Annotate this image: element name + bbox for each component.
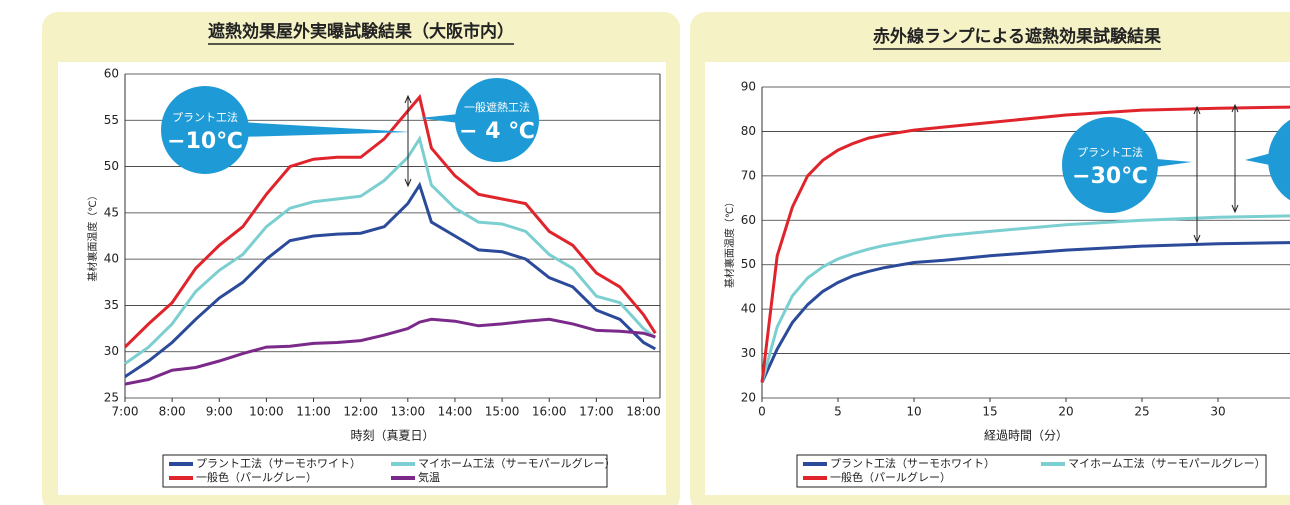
arrow-head xyxy=(404,94,412,104)
callout-value: −30℃ xyxy=(1072,164,1148,189)
callout-bubble xyxy=(1062,117,1158,213)
legend-label: 気温 xyxy=(418,470,440,484)
x-tick-label: 15 xyxy=(982,405,997,419)
x-tick-label: 12:00 xyxy=(343,405,378,419)
x-tick-label: 18:00 xyxy=(626,405,661,419)
x-axis-label: 時刻（真夏日） xyxy=(350,429,434,443)
x-tick-label: 9:00 xyxy=(206,405,233,419)
legend-box xyxy=(796,454,1267,488)
y-tick-label: 30 xyxy=(741,346,756,360)
y-tick-label: 30 xyxy=(104,344,119,358)
callout-label: プラント工法 xyxy=(172,110,238,124)
series-line xyxy=(760,105,1290,383)
y-tick-label: 80 xyxy=(741,124,756,138)
y-tick-label: 90 xyxy=(741,80,756,94)
x-tick-label: 5 xyxy=(834,405,842,419)
callout-pointer xyxy=(1245,152,1275,166)
x-tick-label: 11:00 xyxy=(296,405,331,419)
y-tick-label: 60 xyxy=(741,213,756,227)
plot-panel xyxy=(58,62,666,495)
arrow-head xyxy=(1231,204,1239,214)
legend-label: プラント工法（サーモホワイト） xyxy=(196,456,361,470)
y-tick-label: 45 xyxy=(104,205,119,219)
x-tick-label: 8:00 xyxy=(159,405,186,419)
callout-bubble xyxy=(1268,119,1290,201)
legend-label: 一般色（パールグレー） xyxy=(196,470,317,484)
legend-label: マイホーム工法（サーモパールグレー） xyxy=(418,456,616,470)
y-tick-label: 60 xyxy=(104,67,119,81)
x-tick-label: 14:00 xyxy=(438,405,473,419)
series-line xyxy=(760,241,1290,384)
y-tick-label: 50 xyxy=(741,257,756,271)
y-axis-label: 基材裏面温度（℃） xyxy=(723,197,736,288)
callout-label: プラント工法 xyxy=(1077,145,1143,159)
arrow-head xyxy=(1193,234,1201,244)
y-tick-label: 40 xyxy=(741,302,756,316)
chart-title: 遮熱効果屋外実曝試験結果（大阪市内） xyxy=(208,21,514,42)
callout-label: 一般遮熱工法 xyxy=(464,100,530,114)
x-tick-label: 25 xyxy=(1134,405,1149,419)
x-tick-label: 0 xyxy=(758,405,766,419)
series-line xyxy=(124,317,656,386)
plot-panel xyxy=(705,62,1290,495)
x-tick-label: 20 xyxy=(1058,405,1073,419)
x-tick-label: 13:00 xyxy=(391,405,426,419)
x-tick-label: 15:00 xyxy=(485,405,520,419)
callout-pointer xyxy=(205,120,410,138)
legend-label: 一般色（パールグレー） xyxy=(830,470,951,484)
series-line xyxy=(124,181,657,378)
callout-value: − 4 ℃ xyxy=(459,119,535,144)
x-axis-label: 経過時間（分） xyxy=(984,429,1068,443)
x-tick-label: 30 xyxy=(1210,405,1225,419)
x-tick-label: 17:00 xyxy=(579,405,614,419)
callout-bubble xyxy=(161,86,249,174)
y-tick-label: 40 xyxy=(104,252,119,266)
arrow-head xyxy=(404,178,412,188)
callout-bubble xyxy=(455,78,539,162)
y-tick-label: 20 xyxy=(741,391,756,405)
y-tick-label: 25 xyxy=(104,391,119,405)
y-tick-label: 70 xyxy=(741,168,756,182)
y-tick-label: 50 xyxy=(104,159,119,173)
arrow-head xyxy=(1193,105,1201,115)
x-tick-label: 10 xyxy=(906,405,921,419)
legend-label: プラント工法（サーモホワイト） xyxy=(830,456,995,470)
legend-box xyxy=(162,454,608,488)
y-axis-label: 基材裏面温度（℃） xyxy=(86,190,99,281)
chart-title: 赤外線ランプによる遮熱効果試験結果 xyxy=(873,26,1161,47)
series-line xyxy=(760,214,1290,383)
arrow-head xyxy=(1231,103,1239,113)
x-tick-label: 16:00 xyxy=(532,405,567,419)
callout-value: −10℃ xyxy=(167,129,243,154)
y-tick-label: 55 xyxy=(104,113,119,127)
legend-label: マイホーム工法（サーモパールグレー） xyxy=(1068,456,1266,470)
y-tick-label: 35 xyxy=(104,298,119,312)
x-tick-label: 10:00 xyxy=(249,405,284,419)
x-tick-label: 7:00 xyxy=(112,405,139,419)
